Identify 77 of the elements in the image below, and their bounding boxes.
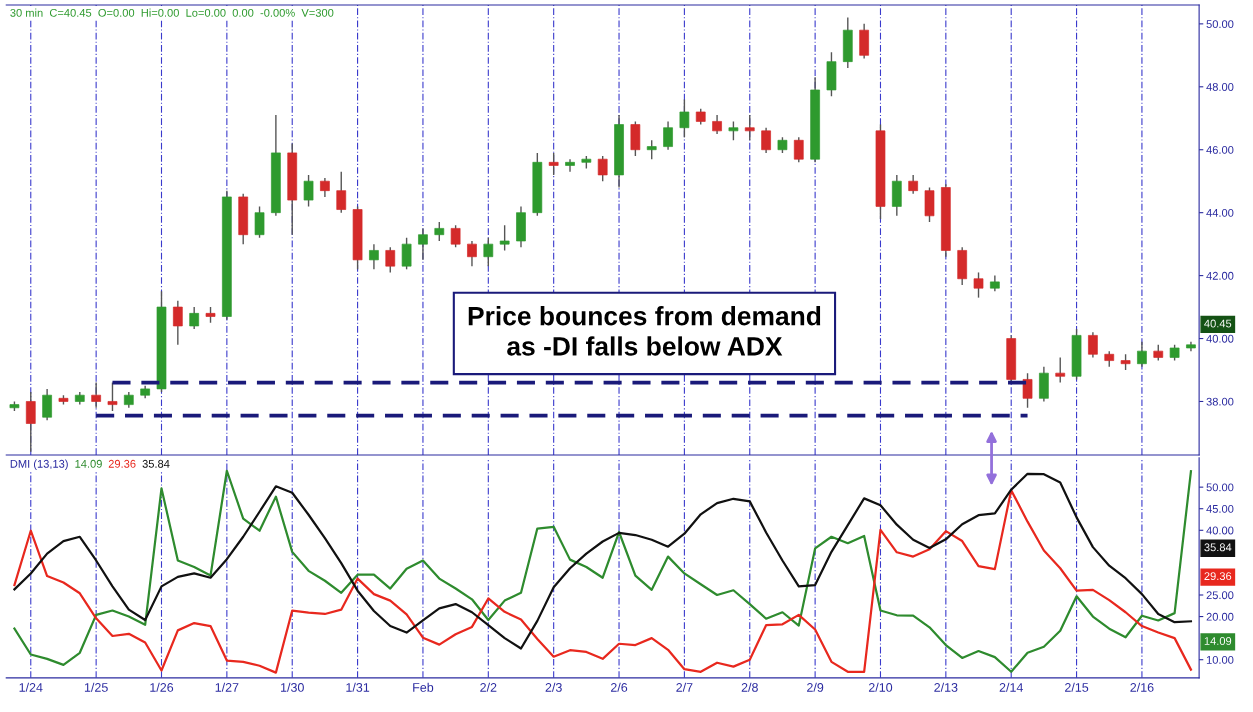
annotation: Price bounces from demand as -DI falls below ADX: [468, 306, 821, 356]
candlestick: [646, 139, 657, 160]
x-tick-label: 2/13: [934, 682, 958, 692]
candlestick: [908, 174, 919, 195]
y-tick-label: 50.00: [1206, 20, 1234, 28]
y-tick-label: 38.00: [1206, 397, 1234, 406]
candlestick: [793, 136, 804, 164]
candlestick: [173, 300, 183, 346]
x-tick-label: 2/7: [676, 682, 693, 692]
y-tick-label: 46.00: [1206, 146, 1234, 154]
x-tick-label: 1/25: [84, 682, 108, 692]
candlestick: [320, 177, 330, 198]
x-tick-label: 1/30: [281, 682, 304, 692]
x-tick-label: 2/14: [999, 682, 1023, 692]
x-tick-label: 1/27: [215, 682, 239, 692]
x-tick-label: 2/10: [868, 682, 893, 692]
chart-title: DMI (13,13): [10, 459, 68, 470]
candlestick: [728, 120, 739, 141]
x-tick-label: 2/3: [545, 682, 562, 692]
candlestick: [761, 127, 771, 154]
x-tick-label: 2/2: [480, 682, 497, 692]
y-tick-label: 25.00: [1206, 591, 1234, 600]
chart-title: 30 min C=40.45 O=0.00 Hi=0.00 Lo=0.00 0.00 -0.00% V=300: [10, 8, 334, 17]
candlestick: [42, 388, 52, 422]
y-tick-label: 40.00: [1206, 526, 1234, 535]
candlestick: [303, 174, 314, 208]
candlestick: [336, 171, 347, 214]
candlestick: [1137, 340, 1147, 368]
candlestick: [548, 152, 559, 176]
candlestick: [1088, 331, 1098, 359]
candlestick: [107, 381, 118, 412]
x-tick-label: 2/6: [610, 682, 628, 692]
annotation: 29.36: [108, 459, 136, 468]
text: 35.84: [1204, 543, 1232, 552]
x-tick-label: 2/9: [807, 682, 824, 692]
candlestick: [679, 98, 690, 138]
annotation: 14.09: [75, 459, 102, 468]
candlestick: [385, 246, 396, 274]
candlestick: [418, 227, 428, 261]
x-tick-label: 1/24: [19, 682, 43, 692]
x-tick-label: Feb: [413, 682, 434, 692]
candlestick: [597, 155, 608, 182]
y-tick-label: 48.00: [1206, 83, 1234, 91]
candlestick: [369, 243, 379, 271]
candlestick: [401, 237, 412, 271]
candlestick: [1055, 356, 1066, 384]
candlestick: [483, 237, 494, 267]
y-tick-label: 20.00: [1206, 612, 1234, 621]
y-tick-label: 42.00: [1206, 271, 1234, 280]
x-tick-label: 2/16: [1130, 682, 1154, 692]
y-tick-label: 10.00: [1206, 655, 1234, 664]
text: 14.09: [1204, 637, 1232, 645]
text: 40.45: [1204, 319, 1232, 328]
candlestick: [91, 381, 101, 409]
y-tick-label: 44.00: [1206, 208, 1234, 217]
candlestick: [565, 158, 575, 173]
candlestick: [467, 240, 477, 267]
candlestick: [712, 114, 722, 135]
y-tick-label: 45.00: [1206, 504, 1234, 513]
x-tick-label: 1/31: [346, 682, 370, 692]
candlestick: [25, 391, 36, 453]
candlestick: [1022, 372, 1033, 409]
y-tick-label: 40.00: [1206, 334, 1234, 343]
candlestick: [663, 120, 673, 151]
annotation: 35.84: [142, 459, 170, 468]
candlestick: [973, 271, 984, 299]
candlestick: [434, 221, 445, 242]
candlestick: [744, 114, 755, 141]
candlestick: [450, 224, 461, 248]
candlestick: [499, 224, 510, 252]
candlestick: [254, 205, 265, 239]
y-tick-label: 50.00: [1206, 483, 1234, 492]
candlestick: [189, 306, 200, 330]
x-tick-label: 2/8: [741, 682, 758, 692]
text: 29.36: [1204, 572, 1232, 581]
x-tick-label: 1/26: [150, 682, 174, 692]
x-tick-label: 2/15: [1065, 682, 1089, 692]
